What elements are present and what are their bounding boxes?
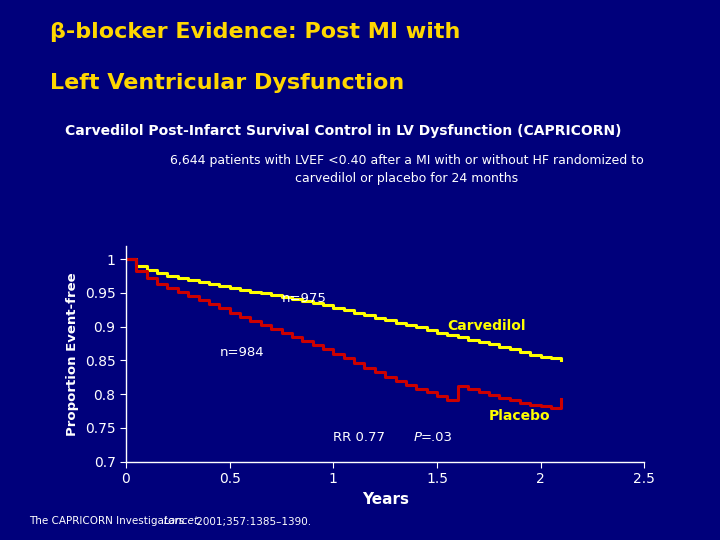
Y-axis label: Proportion Event-free: Proportion Event-free [66,272,79,436]
Text: n=975: n=975 [282,292,326,306]
Text: n=984: n=984 [220,346,264,360]
Text: β-blocker Evidence: Post MI with: β-blocker Evidence: Post MI with [50,22,461,42]
Text: Carvedilol Post-Infarct Survival Control in LV Dysfunction (CAPRICORN): Carvedilol Post-Infarct Survival Control… [65,124,621,138]
Text: Lancet.: Lancet. [164,516,202,526]
Text: =.03: =.03 [420,431,452,444]
Text: The CAPRICORN Investigators.: The CAPRICORN Investigators. [29,516,191,526]
Text: 6,644 patients with LVEF <0.40 after a MI with or without HF randomized to
carve: 6,644 patients with LVEF <0.40 after a M… [170,154,644,185]
Text: P: P [413,431,421,444]
X-axis label: Years: Years [361,492,409,507]
Text: RR 0.77: RR 0.77 [333,431,394,444]
Text: Placebo: Placebo [489,409,551,423]
Text: 2001;357:1385–1390.: 2001;357:1385–1390. [193,516,311,526]
Text: Carvedilol: Carvedilol [447,319,526,333]
Text: Left Ventricular Dysfunction: Left Ventricular Dysfunction [50,73,405,93]
